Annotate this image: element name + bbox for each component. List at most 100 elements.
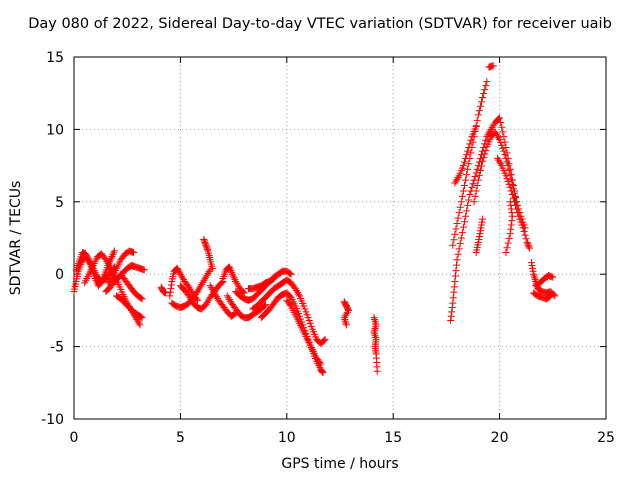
data-point-arc-23 <box>464 201 472 209</box>
data-point-arc-29 <box>508 191 516 199</box>
data-point-arc-30 <box>506 230 514 238</box>
data-point-arc-18 <box>304 314 312 322</box>
x-tick-label: 0 <box>70 430 79 446</box>
data-point-arc-27 <box>507 176 515 184</box>
data-point-arc-14 <box>227 267 235 275</box>
data-point-arc-12 <box>203 244 211 252</box>
data-point-arc-23 <box>462 212 470 220</box>
data-point-arc-15 <box>224 294 232 302</box>
data-point-arc-29 <box>509 194 517 202</box>
data-point-arc-23 <box>457 234 465 242</box>
data-point-arc-29 <box>505 180 513 188</box>
data-point-arc-33 <box>547 292 555 300</box>
data-point-arc-24 <box>460 182 468 190</box>
data-point-arc-15 <box>223 292 231 300</box>
data-point-arc-03 <box>134 317 142 325</box>
data-point-arc-31 <box>528 259 536 267</box>
axis-ticks: 0 5 10 15 20 25 -10 -5 0 5 10 15 <box>41 50 615 446</box>
data-point-arc-23 <box>447 317 455 325</box>
data-point-arc-27 <box>502 154 510 162</box>
data-point-arc-26 <box>462 154 470 162</box>
data-point-arc-14 <box>229 272 237 280</box>
data-point-arc-22 <box>372 323 380 331</box>
data-point-arc-30 <box>507 221 515 229</box>
data-point-arc-23 <box>500 133 508 141</box>
data-point-arc-13 <box>208 285 216 293</box>
data-point-arc-14 <box>229 270 237 278</box>
data-point-arc-17 <box>269 275 277 283</box>
data-point-arc-07 <box>138 295 146 303</box>
data-point-arc-10 <box>202 273 210 281</box>
data-point-arc-24 <box>478 98 486 106</box>
data-point-arc-27 <box>482 146 490 154</box>
data-point-arc-23 <box>488 124 496 132</box>
data-point-arc-22 <box>371 315 379 323</box>
data-point-arc-12 <box>201 238 209 246</box>
data-point-arc-10 <box>196 284 204 292</box>
data-point-arc-18 <box>292 286 300 294</box>
y-tick-label: 15 <box>46 50 64 66</box>
data-point-arc-23 <box>486 127 494 135</box>
data-point-arc-29 <box>523 238 531 246</box>
data-point-arc-29 <box>503 175 511 183</box>
data-point-arc-27 <box>481 150 489 158</box>
data-point-arc-24 <box>452 225 460 233</box>
data-point-arc-03 <box>135 319 143 327</box>
data-point-arc-28 <box>479 215 487 223</box>
plot-frame <box>73 56 607 420</box>
data-point-arc-28 <box>478 218 486 226</box>
data-point-arc-18 <box>320 336 328 344</box>
data-point-arc-23 <box>450 283 458 291</box>
data-point-arc-29 <box>495 156 503 164</box>
data-point-arc-12 <box>208 264 216 272</box>
data-point-arc-09 <box>173 264 181 272</box>
data-point-arc-22 <box>372 321 380 329</box>
data-point-arc-02 <box>84 254 92 262</box>
data-point-arc-15 <box>225 296 233 304</box>
data-point-arc-23 <box>475 158 483 166</box>
data-point-arc-27 <box>471 192 479 200</box>
data-point-arc-24 <box>483 78 491 86</box>
data-point-arc-29 <box>515 212 523 220</box>
data-point-arc-23 <box>469 180 477 188</box>
data-point-arc-29 <box>521 231 529 239</box>
data-point-arc-23 <box>471 172 479 180</box>
data-point-arc-03 <box>102 256 110 264</box>
data-point-arc-02 <box>98 276 106 284</box>
data-point-arc-27 <box>475 171 483 179</box>
data-point-arc-23 <box>458 229 466 237</box>
data-point-arc-13 <box>206 282 214 290</box>
data-point-arc-29 <box>525 243 533 251</box>
data-point-arc-10 <box>193 288 201 296</box>
data-point-arc-10 <box>201 275 209 283</box>
data-point-arc-31 <box>528 262 536 270</box>
data-point-arc-29 <box>524 241 532 249</box>
data-point-arc-30 <box>505 234 513 242</box>
data-point-arc-24 <box>463 171 471 179</box>
data-point-arc-11 <box>204 297 212 305</box>
data-point-arc-22 <box>373 367 381 375</box>
data-point-arc-14 <box>239 288 247 296</box>
y-tick-label: -5 <box>50 340 64 356</box>
data-point-arc-14 <box>232 277 240 285</box>
data-point-arc-21 <box>342 321 350 329</box>
data-point-arc-03 <box>136 321 144 329</box>
data-point-arc-09 <box>185 283 193 291</box>
data-point-arc-10 <box>205 268 213 276</box>
y-tick-label: -10 <box>41 412 64 428</box>
data-point-arc-21 <box>340 314 348 322</box>
data-point-arc-26 <box>463 151 471 159</box>
data-point-arc-14 <box>228 268 236 276</box>
data-point-arc-24 <box>457 198 465 206</box>
data-point-arc-04 <box>130 248 138 256</box>
data-point-arc-18 <box>301 305 309 313</box>
data-point-arc-02 <box>100 272 108 280</box>
data-point-arc-24 <box>454 214 462 222</box>
data-point-arc-23 <box>449 294 457 302</box>
data-point-arc-12 <box>200 237 208 245</box>
data-point-arc-26 <box>466 140 474 148</box>
data-point-arc-18 <box>302 308 310 316</box>
data-point-arc-15 <box>262 301 270 309</box>
data-point-arc-29 <box>514 209 522 217</box>
data-point-arc-22 <box>370 314 378 322</box>
